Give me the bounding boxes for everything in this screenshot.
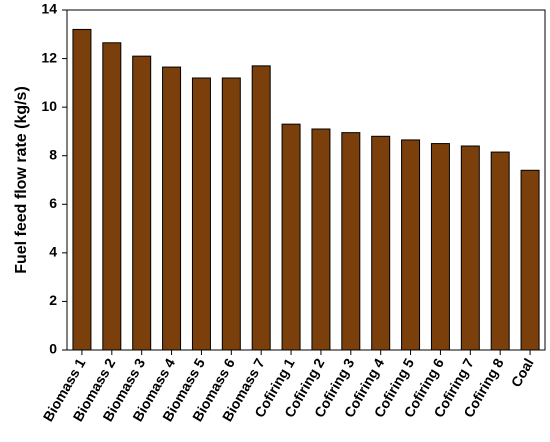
y-tick-label: 14 [41, 1, 57, 17]
y-tick-label: 8 [49, 146, 57, 162]
bar [520, 169, 540, 351]
bar [132, 55, 152, 351]
bar [341, 132, 361, 351]
y-axis-label: Fuel feed flow rate (kg/s) [13, 86, 30, 274]
bar [311, 128, 331, 351]
bar [191, 77, 211, 351]
y-tick-label: 10 [41, 98, 57, 114]
bar [162, 66, 182, 351]
bar [221, 77, 241, 351]
bar [72, 28, 92, 351]
bar [401, 139, 421, 351]
bar [251, 65, 271, 351]
y-tick-label: 4 [49, 244, 57, 260]
y-tick-label: 2 [49, 292, 57, 308]
y-tick-label: 6 [49, 195, 57, 211]
bar [371, 135, 391, 351]
y-tick-label: 12 [41, 49, 57, 65]
bar [460, 145, 480, 351]
bar [430, 143, 450, 351]
bar [490, 151, 510, 351]
y-tick-label: 0 [49, 341, 57, 357]
bar [281, 123, 301, 351]
bar [102, 42, 122, 351]
x-tick-label: Coal [508, 356, 537, 390]
plot-frame [66, 9, 546, 351]
